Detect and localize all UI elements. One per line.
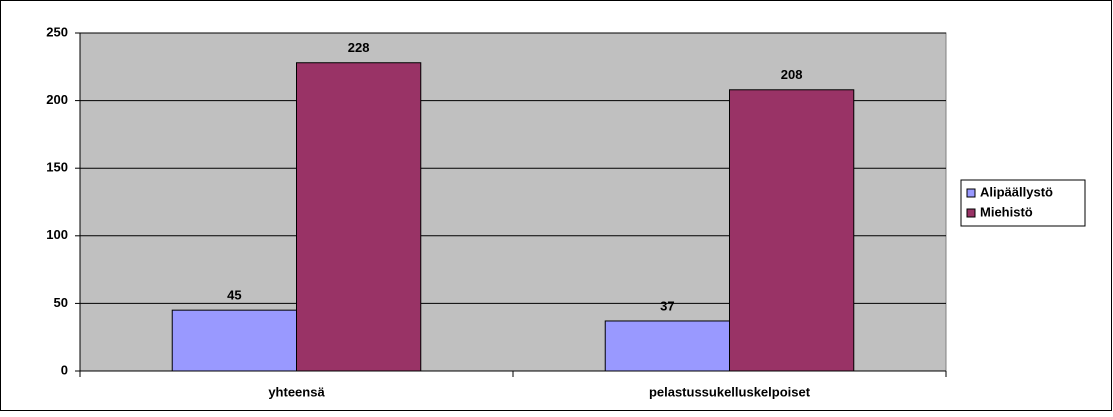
y-tick-label: 100 [46,227,68,242]
value-label: 45 [227,288,241,303]
bar [604,320,730,372]
legend-box [960,179,1086,227]
legend-swatch [966,208,976,218]
bar [171,309,297,372]
value-label: 208 [781,67,803,82]
value-label: 37 [660,298,674,313]
x-tick-label: pelastussukelluskelpoiset [649,384,811,399]
y-tick-label: 200 [46,92,68,107]
value-label: 228 [348,40,370,55]
legend-label: Miehistö [980,204,1033,219]
y-tick-label: 250 [46,24,68,39]
y-tick-label: 150 [46,160,68,175]
y-tick-label: 0 [61,362,68,377]
y-tick-label: 50 [54,295,68,310]
x-tick-label: yhteensä [268,384,325,399]
bar [296,62,422,372]
bar [729,89,855,372]
legend-swatch [966,188,976,198]
legend-label: Alipäällystö [980,184,1053,199]
